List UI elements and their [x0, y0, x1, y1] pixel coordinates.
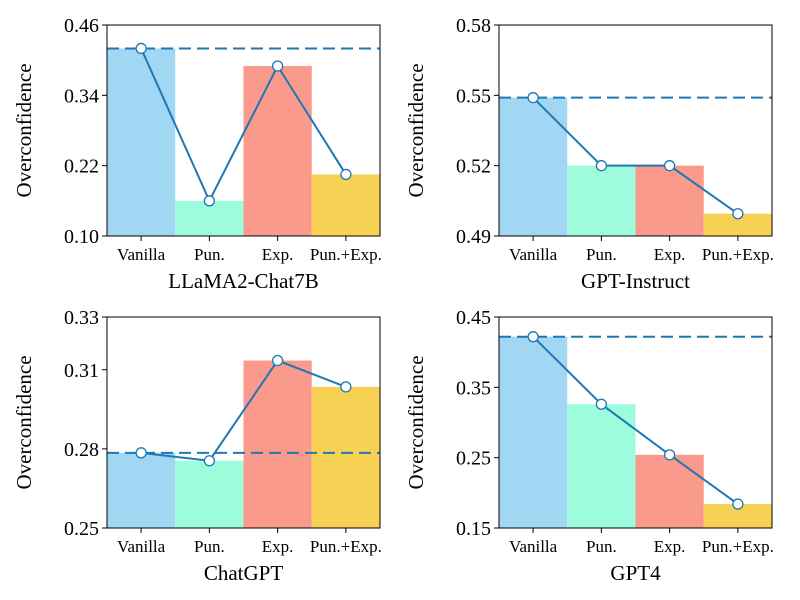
y-axis-title: Overconfidence	[404, 63, 428, 197]
x-tick-label: Exp.	[262, 537, 294, 556]
y-tick-label: 0.28	[64, 439, 99, 461]
point-marker-2	[203, 195, 216, 207]
bar-exp-	[635, 454, 704, 528]
y-tick-label: 0.25	[64, 518, 99, 540]
point-marker-4	[340, 381, 352, 393]
series-line	[140, 48, 347, 204]
x-axis-title: LLaMA2-Chat7B	[168, 269, 318, 293]
x-axis-title: GPT4	[610, 561, 661, 585]
y-axis-title: Overconfidence	[12, 355, 36, 489]
x-axis-title: GPT-Instruct	[581, 269, 690, 293]
bar-pun-exp-	[311, 174, 380, 236]
x-tick-label: Exp.	[654, 537, 686, 556]
y-tick-label: 0.15	[456, 518, 491, 540]
chart-panel-2: 0.49 0.52 0.55 0.58 Vanilla Pun. Exp. Pun.+Exp.…	[404, 15, 774, 293]
y-axis-title: Overconfidence	[12, 63, 36, 197]
x-tick-label: Exp.	[654, 245, 686, 264]
point-marker-1	[135, 42, 147, 55]
series-line	[532, 335, 739, 505]
x-tick-label: Pun.+Exp.	[310, 537, 382, 556]
y-tick-label: 0.55	[456, 85, 491, 107]
point-marker-4	[340, 168, 352, 181]
y-tick-label: 0.45	[456, 307, 491, 329]
axes-frame	[106, 24, 381, 237]
point-marker-4	[732, 498, 744, 510]
point-marker-2	[595, 160, 608, 172]
bar-vanilla	[107, 48, 176, 236]
bar-pun-	[175, 200, 244, 236]
y-tick-label: 0.58	[456, 15, 491, 37]
x-tick-label: Pun.	[194, 537, 225, 556]
point-marker-3	[271, 354, 284, 367]
bar-pun-	[175, 460, 244, 528]
y-tick-label: 0.25	[456, 448, 491, 470]
y-tick-label: 0.33	[64, 307, 99, 329]
bar-pun-exp-	[311, 386, 380, 528]
bar-vanilla	[499, 97, 568, 236]
series-line	[532, 96, 739, 215]
point-marker-3	[663, 449, 676, 461]
axes-frame	[498, 24, 773, 237]
chart-panel-4: 0.15 0.25 0.35 0.45 Vanilla Pun. Exp. Pun.+Exp.…	[404, 307, 774, 585]
x-tick-label: Pun.	[586, 245, 617, 264]
bar-vanilla	[499, 336, 568, 528]
point-marker-4	[732, 208, 744, 220]
x-tick-label: Pun.+Exp.	[702, 245, 774, 264]
x-tick-label: Vanilla	[117, 537, 166, 556]
point-marker-1	[527, 331, 539, 343]
bar-pun-	[567, 165, 636, 236]
point-marker-2	[203, 455, 216, 467]
x-tick-label: Pun.+Exp.	[702, 537, 774, 556]
bar-exp-	[243, 66, 312, 237]
x-tick-label: Vanilla	[509, 537, 558, 556]
x-tick-label: Exp.	[262, 245, 294, 264]
y-tick-label: 0.22	[64, 156, 99, 178]
point-marker-1	[135, 447, 147, 459]
bar-exp-	[635, 165, 704, 236]
point-marker-2	[595, 398, 608, 410]
point-marker-3	[663, 160, 676, 172]
point-marker-3	[271, 60, 284, 72]
bar-pun-exp-	[703, 213, 772, 236]
series-line	[141, 359, 347, 462]
x-tick-label: Pun.	[194, 245, 225, 264]
y-tick-label: 0.52	[456, 156, 491, 178]
y-tick-label: 0.31	[64, 360, 99, 382]
y-tick-label: 0.34	[64, 85, 99, 107]
x-tick-label: Pun.	[586, 537, 617, 556]
axes-frame	[498, 316, 773, 529]
axes-frame	[106, 316, 381, 529]
bar-vanilla	[107, 452, 176, 528]
bar-pun-	[567, 404, 636, 528]
bar-exp-	[243, 360, 312, 528]
bar-pun-exp-	[703, 504, 772, 528]
y-tick-label: 0.46	[64, 15, 99, 37]
chart-panel-3: 0.25 0.28 0.31 0.33 Vanilla Pun. Exp. Pun.+Exp.…	[12, 307, 382, 585]
x-axis-title: ChatGPT	[204, 561, 284, 585]
x-tick-label: Vanilla	[509, 245, 558, 264]
y-tick-label: 0.49	[456, 226, 491, 248]
y-tick-label: 0.10	[64, 226, 99, 248]
x-tick-label: Vanilla	[117, 245, 166, 264]
y-axis-title: Overconfidence	[404, 355, 428, 489]
y-tick-label: 0.35	[456, 377, 491, 399]
x-tick-label: Pun.+Exp.	[310, 245, 382, 264]
point-marker-1	[527, 92, 539, 104]
chart-panel-1: 0.10 0.22 0.34 0.46 Vanilla Pun. Exp. Pun.+Exp.…	[12, 15, 382, 293]
